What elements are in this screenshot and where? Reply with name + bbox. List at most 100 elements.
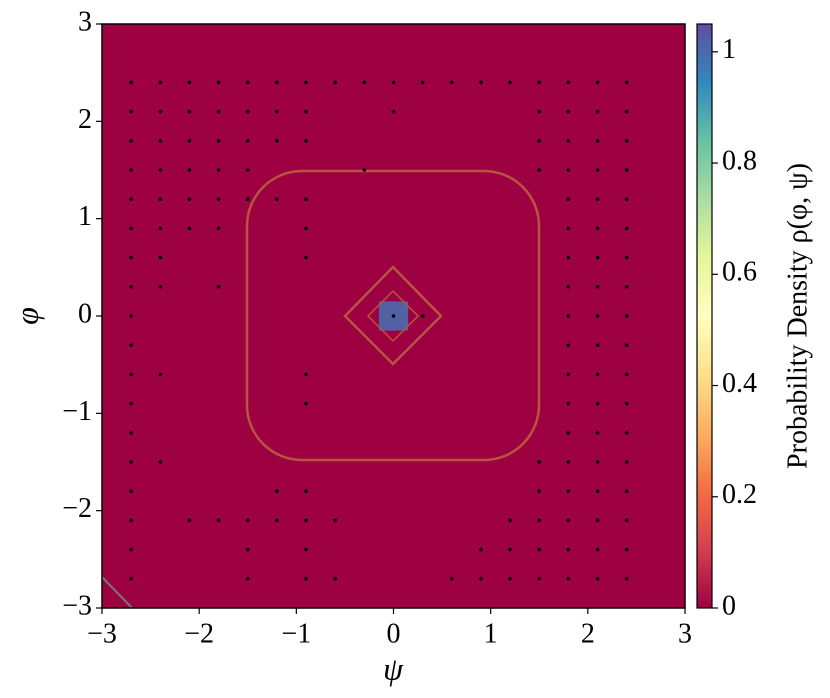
- point: [595, 139, 600, 143]
- contour-outer: [245, 169, 541, 462]
- point: [566, 109, 571, 114]
- point: [595, 80, 600, 85]
- point: [129, 460, 133, 464]
- point: [595, 226, 600, 231]
- point: [129, 109, 133, 114]
- colorbar-label: Probability Density ρ(φ, ψ): [782, 163, 813, 469]
- point: [216, 80, 221, 85]
- point: [216, 285, 221, 289]
- point: [624, 314, 629, 318]
- point: [595, 577, 600, 581]
- point: [479, 577, 483, 581]
- point: [362, 168, 367, 172]
- point: [595, 489, 600, 494]
- point: [158, 285, 163, 289]
- contour-corner: [102, 576, 133, 608]
- point: [624, 547, 629, 552]
- point: [595, 460, 600, 464]
- point: [275, 139, 279, 143]
- point: [624, 226, 629, 231]
- point: [216, 109, 221, 114]
- point: [304, 372, 308, 377]
- point: [187, 109, 192, 114]
- point: [479, 80, 483, 85]
- contour-diamond: [343, 265, 443, 366]
- y-tick-label: −3: [62, 590, 92, 621]
- point: [158, 168, 163, 172]
- colorbar-tick-label: 0.4: [722, 368, 757, 399]
- colorbar-tick-label: 1: [722, 34, 736, 65]
- point: [566, 314, 571, 318]
- point: [304, 547, 308, 552]
- point: [245, 547, 250, 552]
- point: [450, 577, 454, 581]
- point: [129, 139, 133, 143]
- point: [245, 109, 250, 114]
- point: [129, 489, 133, 494]
- point: [566, 518, 571, 523]
- point: [129, 577, 133, 581]
- point: [537, 547, 542, 552]
- point: [624, 255, 629, 260]
- point: [158, 197, 163, 201]
- x-axis-label: ψ: [383, 650, 404, 686]
- colorbar-tick-label: 0.8: [722, 145, 757, 176]
- point: [595, 109, 600, 114]
- point: [566, 401, 571, 406]
- point: [595, 197, 600, 201]
- point: [304, 489, 308, 494]
- y-tick-label: −2: [62, 493, 92, 524]
- point: [537, 518, 542, 523]
- point: [595, 518, 600, 523]
- x-tick-label: 2: [581, 618, 595, 649]
- colorbar-tick-label: 0.6: [722, 257, 757, 288]
- point: [158, 460, 163, 464]
- point: [129, 372, 133, 377]
- point: [537, 489, 542, 494]
- point: [245, 577, 250, 581]
- point: [595, 372, 600, 377]
- point: [187, 168, 192, 172]
- y-tick-label: 2: [78, 104, 92, 135]
- point: [391, 109, 396, 114]
- point: [129, 226, 133, 231]
- point: [624, 197, 629, 201]
- point: [216, 168, 221, 172]
- point: [566, 431, 571, 435]
- point: [275, 109, 279, 114]
- point: [333, 518, 338, 523]
- point: [391, 314, 396, 318]
- point: [595, 285, 600, 289]
- point: [537, 577, 542, 581]
- point: [537, 109, 542, 114]
- point: [566, 343, 571, 348]
- point: [245, 197, 250, 201]
- y-tick-label: 0: [78, 298, 92, 329]
- point: [595, 343, 600, 348]
- point: [158, 109, 163, 114]
- point: [624, 168, 629, 172]
- point: [595, 547, 600, 552]
- point: [304, 518, 308, 523]
- point: [595, 431, 600, 435]
- point: [624, 343, 629, 348]
- point: [158, 372, 163, 377]
- point: [450, 80, 454, 85]
- point: [216, 197, 221, 201]
- point: [566, 226, 571, 231]
- point: [624, 577, 629, 581]
- point: [566, 197, 571, 201]
- point: [624, 285, 629, 289]
- point: [187, 226, 192, 231]
- point: [537, 460, 542, 464]
- point: [391, 80, 396, 85]
- point: [216, 226, 221, 231]
- point: [129, 401, 133, 406]
- point: [566, 255, 571, 260]
- point: [129, 547, 133, 552]
- point: [187, 139, 192, 143]
- point: [245, 139, 250, 143]
- point: [129, 80, 133, 85]
- point: [624, 518, 629, 523]
- point: [275, 197, 279, 201]
